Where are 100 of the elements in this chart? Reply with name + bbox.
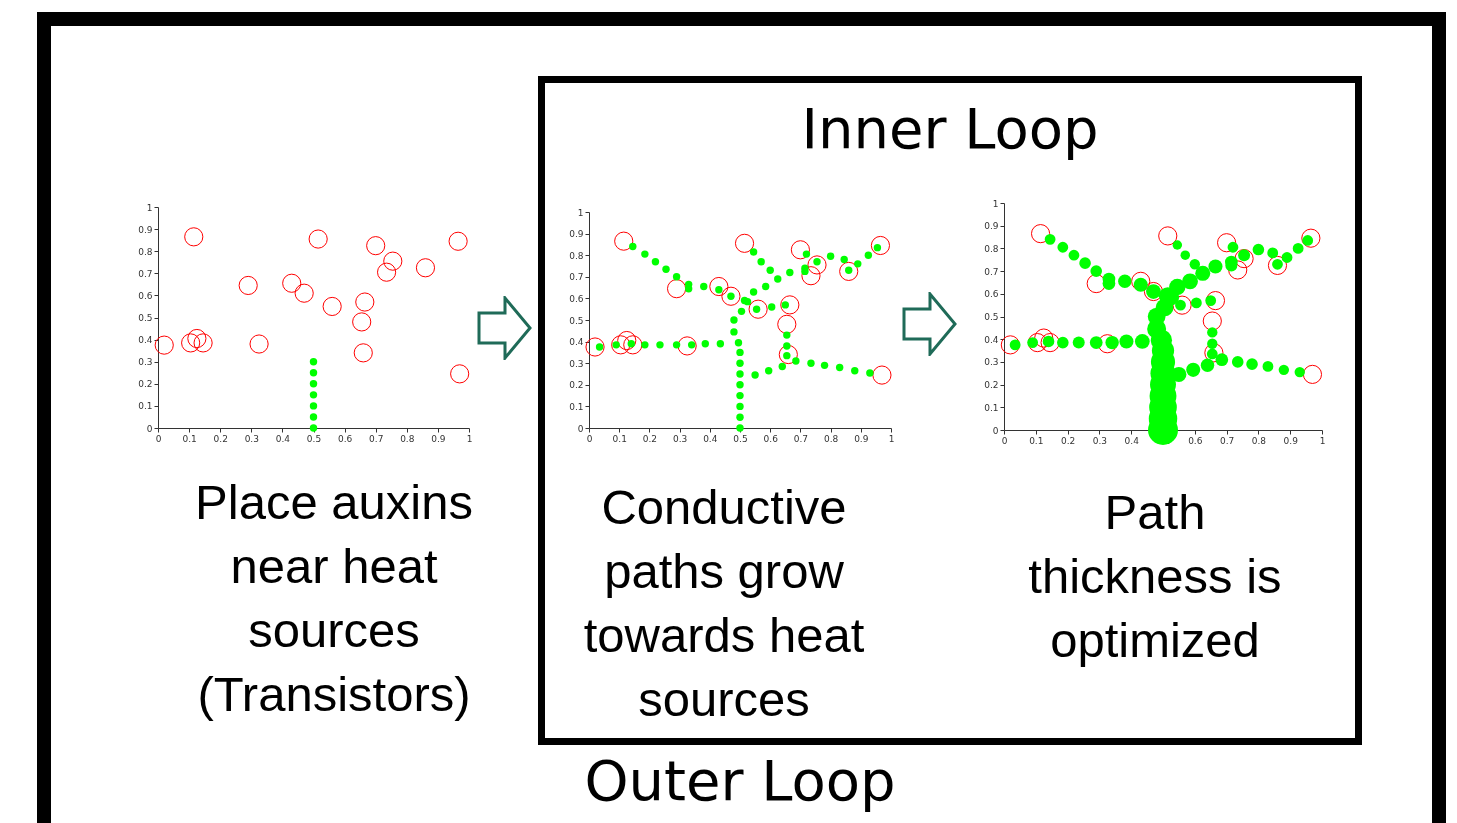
- y-tick-label: 1: [146, 202, 153, 213]
- point: [353, 343, 373, 363]
- x-tick-label: 0.2: [1060, 435, 1076, 446]
- point: [1131, 271, 1151, 291]
- point: [448, 231, 468, 251]
- y-tick-label: 0: [146, 423, 153, 434]
- point: [282, 273, 302, 293]
- x-tick-label: 0.9: [1283, 435, 1299, 446]
- point: [1217, 233, 1237, 253]
- y-tick-label: 0.7: [138, 268, 153, 279]
- point: [355, 292, 375, 312]
- point: [415, 258, 436, 278]
- y-tick-label: 0.7: [984, 266, 999, 277]
- x-tick-label: 0.7: [1219, 435, 1235, 446]
- y-tick-label: 0.8: [569, 250, 584, 261]
- point: [790, 240, 810, 260]
- point: [249, 334, 269, 354]
- point: [709, 276, 729, 297]
- y-tick-label: 0.6: [138, 290, 153, 301]
- y-tick-label: 0.6: [569, 293, 584, 304]
- x-tick-label: 0.2: [642, 433, 658, 444]
- x-tick-label: 0: [1001, 435, 1008, 446]
- point: [1034, 328, 1054, 348]
- y-tick-label: 0.4: [569, 337, 584, 348]
- y-tick-label: 0: [577, 423, 584, 434]
- point: [1234, 249, 1254, 269]
- y-tick-label: 0.3: [569, 358, 584, 369]
- point: [377, 262, 397, 282]
- point: [154, 335, 174, 355]
- x-tick-label: 0.7: [369, 433, 384, 444]
- point: [309, 424, 318, 432]
- x-tick-label: 0.4: [703, 433, 718, 444]
- x-tick-label: 0.2: [213, 433, 228, 444]
- y-tick-label: 0.3: [984, 357, 999, 368]
- point: [617, 330, 637, 351]
- x-tick-label: 0.6: [763, 433, 779, 444]
- point: [1000, 335, 1020, 355]
- point: [801, 266, 821, 286]
- y-tick-label: 0.2: [569, 380, 584, 391]
- y-tick-label: 0.9: [138, 224, 153, 235]
- y-tick-label: 0.3: [138, 357, 153, 368]
- x-tick-label: 1: [1319, 435, 1326, 446]
- y-tick-label: 0.1: [138, 401, 153, 412]
- y-tick-label: 0.4: [984, 334, 999, 345]
- y-tick-label: 0.2: [984, 380, 999, 391]
- point: [238, 275, 258, 296]
- y-tick-label: 0.9: [984, 221, 999, 232]
- point: [807, 255, 827, 275]
- point: [450, 364, 470, 384]
- point: [1228, 260, 1248, 280]
- point: [309, 380, 318, 388]
- y-tick-label: 0.6: [984, 289, 999, 300]
- point: [1086, 274, 1106, 294]
- y-tick-label: 0.8: [138, 246, 153, 257]
- x-tick-label: 0.8: [400, 433, 415, 444]
- x-tick-label: 0.5: [306, 433, 322, 444]
- y-tick-label: 0.4: [138, 335, 153, 346]
- point: [383, 251, 403, 271]
- point: [366, 236, 386, 256]
- y-tick-label: 0.5: [984, 312, 999, 322]
- point: [309, 391, 318, 399]
- x-tick-label: 1: [888, 433, 895, 444]
- point: [322, 296, 342, 317]
- y-tick-label: 1: [992, 198, 999, 209]
- point: [780, 295, 800, 315]
- y-tick-label: 0.5: [138, 313, 153, 323]
- point: [585, 337, 605, 357]
- point: [294, 283, 314, 303]
- point: [309, 402, 318, 410]
- text: Path thickness is optimized: [1027, 484, 1283, 669]
- x-tick-label: 0.7: [793, 433, 809, 444]
- text: Place auxins near heat sources (Transistors): [194, 474, 474, 723]
- point: [839, 261, 859, 281]
- x-tick-label: 0.4: [1124, 435, 1140, 446]
- point: [181, 333, 201, 353]
- point: [308, 229, 328, 249]
- x-tick-label: 0.4: [275, 433, 291, 444]
- y-tick-label: 1: [577, 207, 584, 218]
- point: [777, 314, 797, 334]
- x-tick-label: 0: [155, 433, 162, 444]
- y-tick-label: 0.9: [569, 229, 584, 240]
- x-tick-label: 0.1: [1029, 435, 1044, 446]
- x-tick-label: 0.6: [1188, 435, 1203, 446]
- y-tick-label: 0.5: [569, 315, 584, 326]
- x-tick-label: 0.9: [431, 433, 446, 444]
- x-tick-label: 0.3: [672, 433, 688, 444]
- point: [1097, 334, 1117, 354]
- point: [872, 365, 892, 385]
- point: [1172, 295, 1192, 315]
- x-tick-label: 0.1: [612, 433, 627, 444]
- point: [1302, 364, 1323, 384]
- x-tick-label: 0.3: [1092, 435, 1108, 446]
- point: [1267, 255, 1288, 275]
- point: [1030, 224, 1051, 244]
- x-tick-label: 0.1: [182, 433, 197, 444]
- point: [184, 227, 204, 247]
- y-tick-label: 0: [992, 425, 999, 436]
- y-tick-label: 0.2: [138, 379, 153, 390]
- x-tick-label: 0.3: [244, 433, 259, 444]
- point: [734, 233, 755, 253]
